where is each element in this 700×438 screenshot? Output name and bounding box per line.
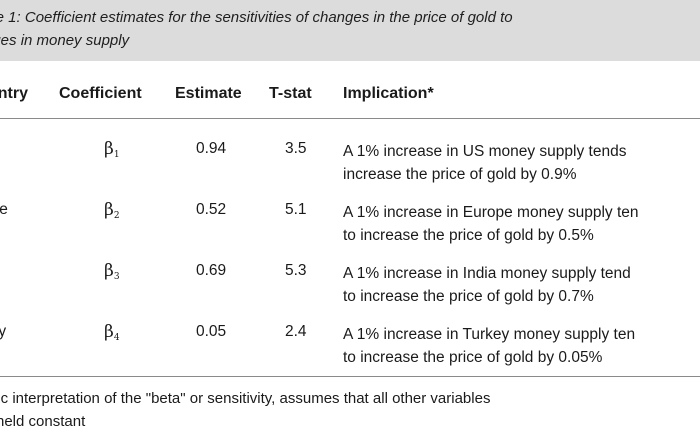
cell-estimate: 0.94 — [196, 140, 227, 157]
implication-line-2: increase the price of gold by 0.9% — [343, 166, 577, 183]
table-row: a β3 0.69 5.3 A 1% increase in India mon… — [0, 250, 700, 310]
implication-line-1: A 1% increase in India money supply tend — [343, 265, 631, 282]
header-divider — [0, 118, 700, 119]
cell-implication: A 1% increase in India money supply tend… — [343, 262, 631, 308]
header-coefficient: Coefficient — [59, 85, 142, 102]
implication-line-2: to increase the price of gold by 0.7% — [343, 288, 594, 305]
beta-subscript: 3 — [113, 272, 120, 282]
cell-tstat: 5.3 — [285, 262, 307, 279]
footnote-line-2: held constant — [0, 413, 86, 430]
beta-symbol: β — [104, 200, 114, 220]
cell-implication: A 1% increase in Turkey money supply ten… — [343, 323, 635, 369]
cell-coefficient: β1 — [104, 139, 120, 160]
table-footnote: assic interpretation of the "beta" or se… — [0, 387, 490, 433]
beta-subscript: 2 — [113, 211, 120, 221]
cell-implication: A 1% increase in US money supply tends i… — [343, 140, 626, 186]
cell-implication: A 1% increase in Europe money supply ten… — [343, 201, 639, 247]
caption-line-2: nges in money supply — [0, 32, 130, 49]
table-row: ope β2 0.52 5.1 A 1% increase in Europe … — [0, 189, 700, 249]
cell-tstat: 2.4 — [285, 323, 307, 340]
caption-line-1: ble 1: Coefficient estimates for the sen… — [0, 9, 513, 26]
table-caption: ble 1: Coefficient estimates for the sen… — [0, 0, 700, 61]
cell-coefficient: β4 — [104, 322, 120, 343]
cell-tstat: 5.1 — [285, 201, 307, 218]
beta-symbol: β — [104, 261, 114, 281]
table-row: β1 0.94 3.5 A 1% increase in US money su… — [0, 128, 700, 188]
footnote-line-1: assic interpretation of the "beta" or se… — [0, 390, 491, 407]
implication-line-1: A 1% increase in Turkey money supply ten — [343, 326, 636, 343]
cell-tstat: 3.5 — [285, 140, 307, 157]
cell-estimate: 0.52 — [196, 201, 227, 218]
table-header-row: untry Coefficient Estimate T-stat Implic… — [0, 61, 700, 119]
header-estimate: Estimate — [175, 85, 242, 102]
implication-line-2: to increase the price of gold by 0.5% — [343, 227, 594, 244]
header-country: untry — [0, 85, 28, 102]
beta-symbol: β — [104, 139, 114, 159]
cell-country: ope — [0, 201, 8, 218]
header-tstat: T-stat — [269, 85, 312, 102]
footer-divider — [0, 376, 700, 377]
implication-line-1: A 1% increase in Europe money supply ten — [343, 204, 639, 221]
cell-estimate: 0.05 — [196, 323, 227, 340]
cell-estimate: 0.69 — [196, 262, 227, 279]
cell-coefficient: β3 — [104, 261, 120, 282]
header-implication: Implication* — [343, 85, 434, 102]
implication-line-2: to increase the price of gold by 0.05% — [343, 349, 603, 366]
cell-country: key — [0, 323, 7, 340]
beta-symbol: β — [104, 322, 114, 342]
beta-subscript: 1 — [113, 150, 120, 160]
implication-line-1: A 1% increase in US money supply tends — [343, 143, 627, 160]
table-row: key β4 0.05 2.4 A 1% increase in Turkey … — [0, 311, 700, 371]
beta-subscript: 4 — [113, 333, 120, 343]
cell-coefficient: β2 — [104, 200, 120, 221]
